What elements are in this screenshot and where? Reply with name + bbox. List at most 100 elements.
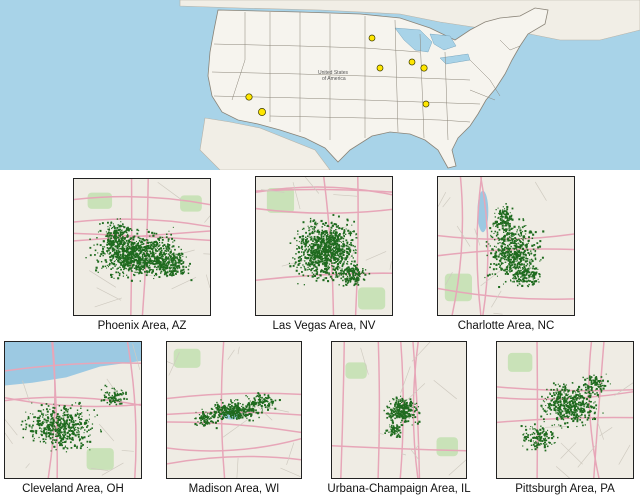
business-point: [42, 440, 45, 443]
business-point: [356, 237, 358, 239]
business-point: [338, 245, 341, 248]
business-point: [116, 218, 119, 220]
business-point: [335, 257, 338, 260]
business-point: [49, 421, 52, 424]
business-point: [560, 393, 563, 396]
business-point: [62, 441, 64, 444]
business-point: [138, 230, 140, 232]
business-point: [395, 397, 398, 400]
business-point: [525, 261, 527, 263]
business-point: [506, 269, 509, 271]
business-point: [390, 419, 392, 421]
business-point: [164, 270, 167, 273]
business-point: [201, 408, 203, 410]
business-point: [146, 247, 149, 250]
business-point: [289, 265, 292, 268]
business-point: [504, 272, 507, 275]
business-point: [123, 243, 126, 246]
business-point: [164, 263, 166, 265]
business-point: [495, 209, 497, 211]
business-point: [148, 270, 151, 273]
business-point: [54, 412, 56, 414]
business-point: [32, 424, 34, 427]
business-point: [308, 229, 310, 232]
business-point: [318, 233, 320, 235]
business-point: [52, 411, 55, 414]
us-overview-map: United States of America: [0, 0, 640, 170]
business-point: [312, 251, 315, 254]
business-point: [95, 266, 98, 269]
business-point: [122, 231, 125, 234]
business-point: [174, 270, 176, 272]
business-point: [308, 263, 311, 266]
business-point: [332, 238, 335, 240]
business-point: [151, 231, 154, 234]
business-point: [501, 268, 504, 270]
business-point: [212, 408, 214, 410]
business-point: [86, 425, 89, 427]
business-point: [353, 269, 356, 272]
business-point: [529, 262, 532, 265]
business-point: [60, 418, 63, 420]
business-point: [152, 242, 154, 244]
business-point: [394, 403, 396, 406]
business-point: [302, 251, 305, 254]
business-point: [106, 243, 109, 246]
business-point: [572, 390, 575, 393]
business-point: [301, 248, 304, 251]
business-points: [194, 392, 281, 430]
business-point: [108, 228, 111, 231]
business-point: [204, 422, 207, 425]
minor-road: [544, 426, 568, 428]
business-point: [565, 412, 568, 415]
business-point: [155, 250, 157, 252]
business-point: [210, 420, 213, 422]
business-point: [522, 236, 524, 238]
business-point: [50, 413, 52, 416]
business-point: [263, 400, 266, 403]
business-point: [334, 238, 336, 240]
business-point: [525, 270, 528, 273]
minor-road: [442, 197, 451, 208]
business-point: [213, 414, 216, 417]
business-point: [236, 407, 238, 409]
business-point: [133, 260, 136, 263]
business-point: [114, 232, 117, 236]
business-point: [59, 428, 62, 431]
business-point: [255, 402, 258, 405]
minor-road: [132, 343, 141, 370]
business-point: [556, 396, 559, 399]
business-point: [151, 262, 154, 265]
minor-road: [101, 462, 124, 476]
business-point: [576, 389, 578, 392]
business-point: [125, 391, 127, 394]
business-point: [47, 424, 50, 427]
business-point: [245, 414, 247, 417]
business-point: [340, 258, 342, 260]
business-point: [229, 410, 232, 413]
business-point: [533, 277, 536, 280]
business-point: [246, 414, 249, 417]
business-point: [232, 407, 235, 410]
business-point: [168, 254, 171, 257]
business-point: [560, 411, 562, 414]
business-point: [510, 247, 512, 250]
business-point: [579, 396, 582, 399]
business-point: [514, 252, 517, 255]
business-point: [329, 250, 332, 252]
business-point: [337, 225, 339, 227]
business-point: [583, 410, 586, 413]
business-point: [153, 248, 155, 250]
business-point: [266, 404, 270, 407]
business-point: [152, 269, 154, 271]
business-point: [311, 228, 314, 230]
business-point: [114, 399, 117, 402]
business-point: [207, 416, 210, 419]
business-point: [127, 229, 130, 232]
business-point: [324, 253, 326, 255]
business-point: [139, 264, 141, 266]
business-point: [115, 231, 118, 234]
business-point: [52, 439, 54, 441]
business-point: [345, 247, 348, 250]
business-point: [264, 396, 267, 399]
